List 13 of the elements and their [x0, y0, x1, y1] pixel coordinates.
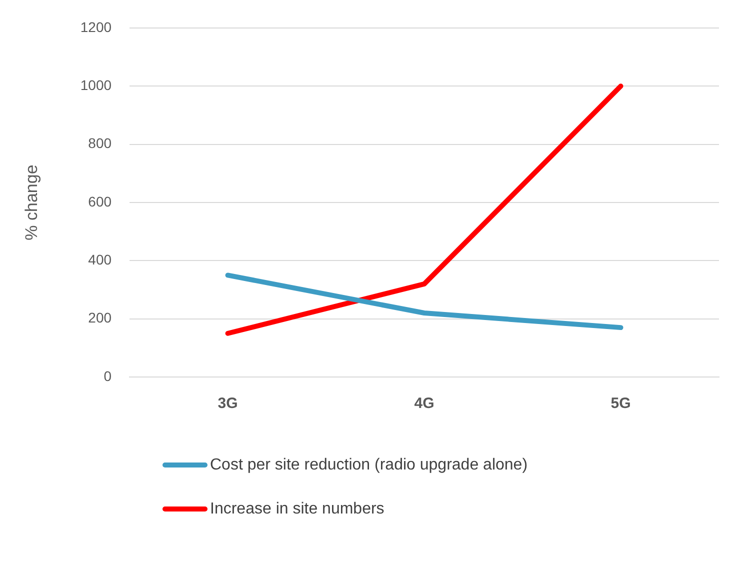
y-tick-label: 0	[104, 368, 112, 384]
x-tick-label: 4G	[414, 395, 434, 412]
y-tick-label: 600	[88, 193, 112, 210]
y-axis-title: % change	[22, 164, 41, 240]
y-tick-label: 200	[88, 310, 112, 326]
legend-label: Cost per site reduction (radio upgrade alone)	[210, 456, 528, 474]
x-tick-label: 5G	[610, 395, 631, 412]
y-tick-label: 1200	[80, 18, 112, 35]
y-tick-label: 800	[88, 135, 112, 152]
x-tick-label: 3G	[218, 395, 238, 412]
y-tick-label: 400	[88, 252, 112, 268]
y-tick-label: 1000	[80, 77, 112, 94]
legend-label: Increase in site numbers	[210, 500, 384, 518]
